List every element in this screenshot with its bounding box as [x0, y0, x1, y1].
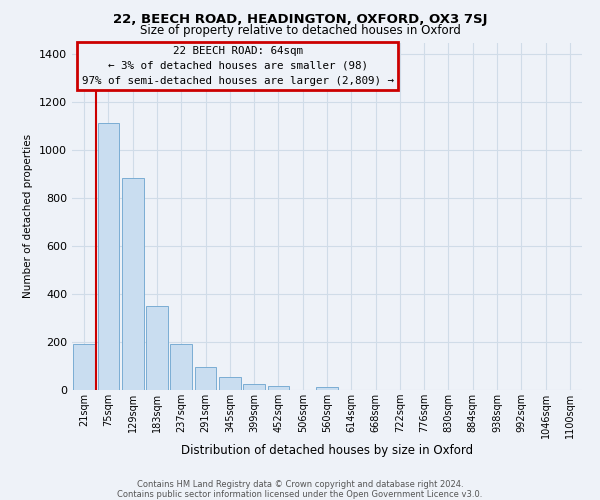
Text: 22 BEECH ROAD: 64sqm  
← 3% of detached houses are smaller (98)
97% of semi-deta: 22 BEECH ROAD: 64sqm ← 3% of detached ho…	[82, 46, 394, 86]
Bar	[268, 386, 289, 390]
Bar	[194, 367, 217, 390]
Bar	[170, 344, 192, 390]
Text: 22, BEECH ROAD, HEADINGTON, OXFORD, OX3 7SJ: 22, BEECH ROAD, HEADINGTON, OXFORD, OX3 …	[113, 12, 487, 26]
Text: Contains public sector information licensed under the Open Government Licence v3: Contains public sector information licen…	[118, 490, 482, 499]
Text: Contains HM Land Registry data © Crown copyright and database right 2024.: Contains HM Land Registry data © Crown c…	[137, 480, 463, 489]
Bar	[316, 387, 338, 390]
Bar	[243, 384, 265, 390]
Bar	[97, 124, 119, 390]
Text: Size of property relative to detached houses in Oxford: Size of property relative to detached ho…	[140, 24, 460, 37]
Y-axis label: Number of detached properties: Number of detached properties	[23, 134, 34, 298]
Bar	[146, 306, 168, 390]
X-axis label: Distribution of detached houses by size in Oxford: Distribution of detached houses by size …	[181, 444, 473, 456]
Bar	[73, 344, 95, 390]
Bar	[219, 376, 241, 390]
Bar	[122, 178, 143, 390]
